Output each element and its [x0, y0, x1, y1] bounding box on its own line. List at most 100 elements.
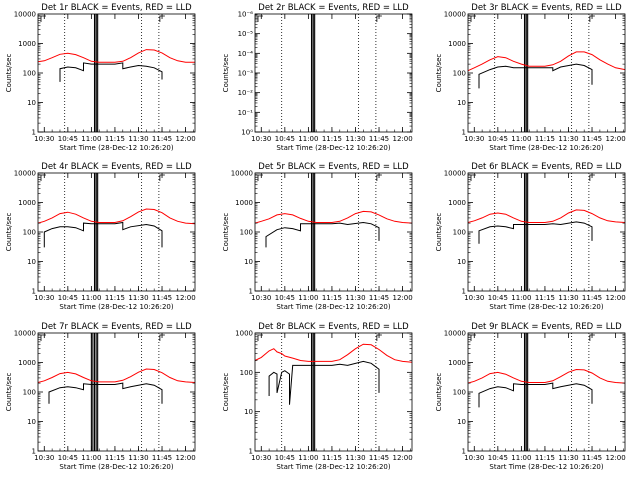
x-tick-label: 11:15	[322, 454, 342, 462]
y-tick-label: 10	[457, 258, 466, 266]
y-tick-label: 10	[27, 418, 36, 426]
y-tick-label: 1000	[448, 199, 466, 207]
x-tick-label: 11:30	[128, 294, 148, 302]
y-tick-label: 10⁻⁵	[238, 30, 254, 38]
y-tick-label: 1	[462, 288, 466, 296]
y-tick-label: 10⁻⁶	[238, 11, 254, 19]
detector-panel: Det 2r BLACK = Events, RED = LLD 10⁰ 10⁻¹ 1…	[222, 3, 413, 152]
x-tick-label: 11:15	[535, 454, 555, 462]
x-tick-label: 11:15	[105, 294, 125, 302]
y-tick-label: 100	[23, 70, 36, 78]
y-axis-label: Counts/sec	[435, 373, 443, 412]
x-tick-label: 11:30	[558, 454, 578, 462]
plot-frame	[37, 332, 196, 452]
x-tick-label: 11:00	[511, 135, 531, 143]
corner-bracket	[257, 174, 263, 181]
corner-bracket	[470, 334, 476, 341]
corner-bracket	[589, 15, 595, 22]
y-tick-label: 10	[27, 258, 36, 266]
y-axis-label: Counts/sec	[222, 373, 230, 412]
x-tick-label: 11:30	[128, 454, 148, 462]
panel-title: Det 3r BLACK = Events, RED = LLD	[471, 3, 622, 13]
y-tick-label: 1000	[448, 40, 466, 48]
y-tick-label: 10000	[444, 11, 466, 19]
y-tick-label: 1	[32, 129, 36, 137]
y-tick-label: 10	[457, 418, 466, 426]
x-tick-label: 12:00	[392, 135, 412, 143]
plot-frame	[467, 172, 626, 292]
y-tick-label: 10⁻³	[238, 70, 254, 78]
x-axis-label: Start Time (28-Dec-12 10:26:20)	[59, 144, 173, 152]
detector-panel: Det 1r BLACK = Events, RED = LLD 1 10 100 10…	[5, 3, 196, 152]
x-tick-label: 11:15	[535, 294, 555, 302]
x-tick-label: 11:45	[152, 135, 172, 143]
x-tick-label: 10:45	[488, 454, 508, 462]
x-tick-label: 12:00	[605, 135, 625, 143]
y-axis-label: Counts/sec	[435, 213, 443, 252]
x-tick-label: 11:30	[128, 135, 148, 143]
x-tick-label: 10:30	[464, 294, 484, 302]
x-tick-label: 11:00	[81, 294, 101, 302]
y-tick-label: 1	[32, 448, 36, 456]
y-tick-label: 100	[23, 389, 36, 397]
plot-frame	[467, 13, 626, 133]
x-tick-label: 12:00	[175, 135, 195, 143]
y-tick-label: 10	[244, 258, 253, 266]
y-tick-label: 1000	[18, 199, 36, 207]
y-tick-label: 1	[249, 448, 253, 456]
y-tick-label: 100	[240, 369, 253, 377]
x-axis-label: Start Time (28-Dec-12 10:26:20)	[489, 144, 603, 152]
x-tick-label: 11:30	[345, 454, 365, 462]
detector-panel: Det 8r BLACK = Events, RED = LLD 1 10 100 10…	[222, 322, 413, 471]
x-tick-label: 11:00	[298, 454, 318, 462]
x-axis-label: Start Time (28-Dec-12 10:26:20)	[276, 463, 390, 471]
x-tick-label: 11:15	[322, 294, 342, 302]
plot-frame	[467, 332, 626, 452]
detector-panel: Det 6r BLACK = Events, RED = LLD 1 10 100 10…	[435, 162, 626, 311]
x-axis-label: Start Time (28-Dec-12 10:26:20)	[489, 303, 603, 311]
lld-series-line	[37, 208, 196, 225]
y-axis-label: Counts/sec	[435, 54, 443, 93]
corner-bracket	[159, 174, 165, 181]
x-tick-label: 11:30	[345, 294, 365, 302]
y-tick-label: 1000	[18, 359, 36, 367]
y-tick-label: 10	[244, 408, 253, 416]
corner-bracket	[470, 174, 476, 181]
y-tick-label: 100	[240, 229, 253, 237]
events-series-line	[478, 382, 593, 408]
y-tick-label: 10	[457, 99, 466, 107]
corner-bracket	[376, 334, 382, 341]
y-axis-label: Counts/sec	[5, 373, 13, 412]
x-tick-label: 10:30	[251, 454, 271, 462]
x-tick-label: 10:30	[34, 135, 54, 143]
x-axis-label: Start Time (28-Dec-12 10:26:20)	[489, 463, 603, 471]
y-tick-label: 1000	[18, 40, 36, 48]
events-series-line	[48, 382, 163, 404]
corner-bracket	[589, 174, 595, 181]
events-series-line	[268, 360, 380, 405]
y-tick-label: 10⁻¹	[238, 109, 254, 117]
x-tick-label: 11:30	[558, 294, 578, 302]
x-tick-label: 11:00	[298, 135, 318, 143]
events-series-line	[59, 62, 163, 82]
y-tick-label: 10⁰	[241, 129, 253, 137]
y-tick-label: 10⁻⁴	[238, 50, 254, 58]
x-tick-label: 11:15	[105, 135, 125, 143]
x-tick-label: 11:30	[558, 135, 578, 143]
plot-frame	[37, 172, 196, 292]
x-tick-label: 10:45	[275, 454, 295, 462]
x-tick-label: 11:00	[511, 294, 531, 302]
panel-title: Det 6r BLACK = Events, RED = LLD	[471, 162, 622, 172]
x-tick-label: 10:30	[34, 454, 54, 462]
x-tick-label: 10:45	[58, 454, 78, 462]
x-tick-label: 10:45	[488, 135, 508, 143]
x-axis-label: Start Time (28-Dec-12 10:26:20)	[276, 144, 390, 152]
x-tick-label: 11:15	[322, 135, 342, 143]
lld-series-line	[467, 368, 626, 384]
x-tick-label: 11:45	[369, 454, 389, 462]
lld-series-line	[37, 49, 195, 63]
y-tick-label: 10000	[231, 170, 253, 178]
events-series-line	[478, 63, 593, 89]
corner-bracket	[376, 15, 382, 22]
panel-title: Det 1r BLACK = Events, RED = LLD	[41, 3, 192, 13]
